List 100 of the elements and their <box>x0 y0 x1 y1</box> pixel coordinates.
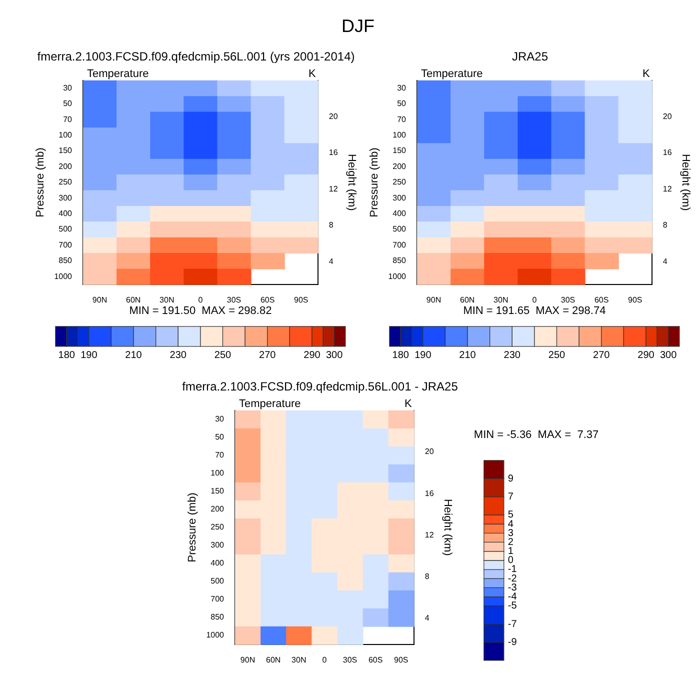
x-tick-label: 60N <box>266 655 281 664</box>
color-bar-label: 250 <box>548 350 566 362</box>
y-tick-label: 30 <box>215 414 225 424</box>
y-tick-label: 70 <box>215 450 225 460</box>
y2-tick-label: 8 <box>328 220 334 230</box>
y-tick-label: 150 <box>210 486 225 496</box>
y-tick-label: 100 <box>210 468 225 478</box>
y-tick-label: 50 <box>397 99 407 108</box>
y-tick-label: 850 <box>392 256 407 266</box>
x-tick-label: 60S <box>594 295 609 304</box>
y-tick-label: 150 <box>58 146 73 156</box>
x-tick-label: 0 <box>532 295 538 304</box>
y2-tick-label: 12 <box>328 184 338 194</box>
y-axis-title: Pressure (mb) <box>368 148 381 218</box>
y2-tick-label: 8 <box>424 572 430 582</box>
y-tick-label: 400 <box>210 558 225 568</box>
x-tick-label: 30S <box>342 655 358 664</box>
x-tick-label: 30N <box>160 295 174 304</box>
x-tick-label: 90S <box>628 295 642 304</box>
chart-title: fmerra.2.1003.FCSD.f09.qfedcmip.56L.001 (yrs 2001-2014) <box>37 50 355 64</box>
y2-tick-label: 20 <box>328 112 338 121</box>
y-tick-label: 100 <box>392 130 407 140</box>
color-bar-label: 300 <box>326 350 344 362</box>
y2-tick-label: 16 <box>662 148 672 158</box>
y-tick-label: 30 <box>63 83 73 92</box>
text: DJF <box>340 15 376 37</box>
y2-axis-title: Height (km) <box>345 154 358 211</box>
x-tick-label: 60N <box>126 295 141 304</box>
y-tick-label: 70 <box>63 114 73 124</box>
color-bar-label: -4 <box>508 592 518 603</box>
color-bar-label: -9 <box>508 636 518 648</box>
y-tick-label: 500 <box>392 224 407 234</box>
color-bar-label: -3 <box>508 582 518 594</box>
x-tick-label: 60S <box>260 295 275 304</box>
x-tick-label: 90S <box>294 295 308 304</box>
y-tick-label: 50 <box>215 432 225 442</box>
y-tick-label: 30 <box>397 83 407 92</box>
color-bar-label: 210 <box>125 350 142 362</box>
text: MIN = 191.65 MAX = 298.74 <box>463 304 606 317</box>
color-bar-label: 7 <box>508 492 514 503</box>
y-tick-label: 1000 <box>388 272 407 281</box>
y2-tick-label: 12 <box>424 530 434 540</box>
y2-tick-label: 4 <box>662 256 668 266</box>
color-bar-label: 3 <box>508 528 514 539</box>
y-tick-label: 250 <box>210 522 225 532</box>
y-tick-label: 50 <box>63 99 73 108</box>
y2-axis-title: Height (km) <box>679 154 692 211</box>
y-tick-label: 400 <box>392 208 407 218</box>
y-tick-label: 700 <box>58 240 73 250</box>
text: K <box>308 68 317 80</box>
y2-tick-label: 8 <box>662 220 668 230</box>
x-tick-label: 0 <box>198 295 204 304</box>
color-bar-label: -1 <box>508 564 518 576</box>
color-bar-label: -5 <box>508 600 518 612</box>
y-tick-label: 300 <box>392 193 407 202</box>
color-bar-label: 5 <box>508 510 514 521</box>
color-bar-label: 190 <box>80 350 98 362</box>
y2-tick-label: 12 <box>662 184 672 194</box>
y-tick-label: 200 <box>210 504 225 514</box>
color-bar-label: 180 <box>58 350 76 362</box>
y-tick-label: 250 <box>58 178 73 187</box>
y2-tick-label: 20 <box>662 112 672 121</box>
color-bar-label: 270 <box>259 350 276 362</box>
color-bar-label: 270 <box>593 350 610 362</box>
text: K <box>642 68 651 80</box>
text: K <box>404 398 413 410</box>
color-bar-label: 190 <box>414 350 432 362</box>
y-tick-label: 700 <box>210 594 225 604</box>
color-bar-label: 230 <box>170 350 187 362</box>
x-tick-label: 90N <box>426 295 442 304</box>
y2-axis-title: Height (km) <box>441 498 454 556</box>
x-tick-label: 90N <box>92 295 108 304</box>
y2-tick-label: 4 <box>424 614 430 623</box>
x-tick-label: 30N <box>292 655 306 664</box>
y-tick-label: 250 <box>392 178 407 187</box>
y2-tick-label: 16 <box>328 148 338 158</box>
x-tick-label: 90S <box>394 655 408 664</box>
text: Temperature <box>86 68 149 80</box>
y-tick-label: 850 <box>58 256 73 266</box>
y2-tick-label: 16 <box>424 488 434 498</box>
x-tick-label: 30S <box>560 295 576 304</box>
x-tick-label: 90N <box>240 655 256 664</box>
color-bar-label: 4 <box>508 518 514 530</box>
color-bar-label: 9 <box>508 473 514 484</box>
color-bar-label: 2 <box>508 536 514 548</box>
y-tick-label: 150 <box>392 146 407 156</box>
y-tick-label: 70 <box>397 114 407 124</box>
chart-title: fmerra.2.1003.FCSD.f09.qfedcmip.56L.001 - JRA25 <box>182 380 458 394</box>
y-tick-label: 500 <box>58 224 73 234</box>
y-tick-label: 500 <box>210 576 225 586</box>
color-bar-label: 300 <box>660 350 678 362</box>
x-tick-label: 30S <box>226 295 242 304</box>
x-tick-label: 0 <box>322 655 328 664</box>
y2-tick-label: 4 <box>328 256 334 266</box>
color-bar-label: -7 <box>508 618 518 630</box>
y-tick-label: 300 <box>58 193 73 202</box>
y-tick-label: 100 <box>58 130 73 140</box>
y-tick-label: 200 <box>58 162 73 171</box>
y-tick-label: 700 <box>392 240 407 250</box>
y-axis-title: Pressure (mb) <box>186 492 199 562</box>
